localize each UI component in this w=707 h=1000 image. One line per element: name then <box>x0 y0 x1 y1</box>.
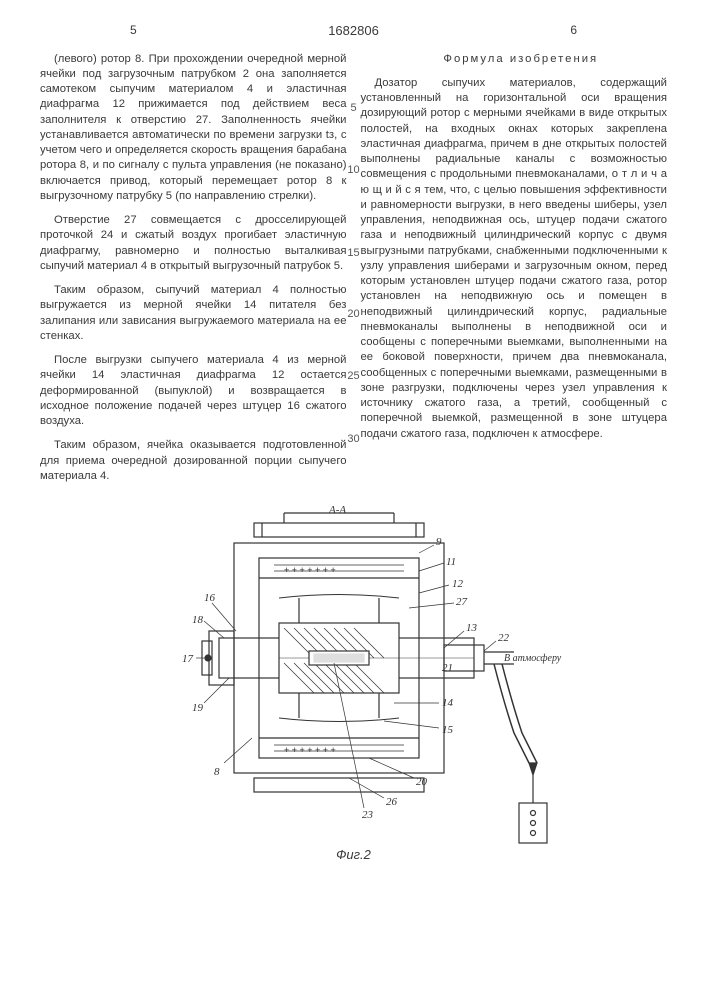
svg-text:11: 11 <box>446 556 456 568</box>
paragraph: (левого) ротор 8. При прохождении очеред… <box>40 52 347 205</box>
svg-text:18: 18 <box>192 614 204 626</box>
svg-text:26: 26 <box>386 796 398 808</box>
svg-text:14: 14 <box>442 697 454 709</box>
svg-text:19: 19 <box>192 702 204 714</box>
section-label: A-A <box>328 504 346 516</box>
line-number: 20 <box>347 307 359 322</box>
figure-caption: Фиг.2 <box>336 846 371 864</box>
line-number: 5 <box>350 101 356 116</box>
paragraph: Таким образом, сыпучий материал 4 полнос… <box>40 283 347 344</box>
line-number: 25 <box>347 369 359 384</box>
svg-text:21: 21 <box>442 662 453 674</box>
svg-text:9: 9 <box>436 536 442 548</box>
page-num-left: 5 <box>130 22 137 38</box>
svg-text:+ + + + + + +: + + + + + + + <box>284 565 336 575</box>
line-number: 30 <box>347 432 359 447</box>
svg-text:27: 27 <box>456 596 468 608</box>
figure-area: + + + + + + + + + + + + + + <box>40 503 667 863</box>
svg-text:В атмосферу: В атмосферу <box>504 653 562 664</box>
svg-text:15: 15 <box>442 724 454 736</box>
technical-drawing: + + + + + + + + + + + + + + <box>134 503 574 863</box>
paragraph: Таким образом, ячейка оказывается подгот… <box>40 438 347 484</box>
svg-text:8: 8 <box>214 766 220 778</box>
svg-text:22: 22 <box>498 632 510 644</box>
svg-text:13: 13 <box>466 622 478 634</box>
paragraph: Отверстие 27 совмещается с дросселирующе… <box>40 213 347 274</box>
left-column: (левого) ротор 8. При прохождении очеред… <box>40 52 347 494</box>
paragraph: Дозатор сыпучих материалов, содержащий у… <box>361 76 668 442</box>
svg-text:20: 20 <box>416 776 428 788</box>
svg-text:23: 23 <box>362 809 374 821</box>
paragraph: После выгрузки сыпучего материала 4 из м… <box>40 353 347 429</box>
line-number: 15 <box>347 246 359 261</box>
svg-text:17: 17 <box>182 653 194 665</box>
text-columns: (левого) ротор 8. При прохождении очеред… <box>40 52 667 494</box>
svg-text:12: 12 <box>452 578 464 590</box>
line-number: 10 <box>347 163 359 178</box>
right-column: Формула изобретения Дозатор сыпучих мате… <box>361 52 668 494</box>
svg-text:16: 16 <box>204 592 216 604</box>
formula-title: Формула изобретения <box>361 52 668 67</box>
page-header: 5 1682806 6 <box>40 22 667 40</box>
svg-text:+ + + + + + +: + + + + + + + <box>284 745 336 755</box>
page-num-right: 6 <box>570 22 577 38</box>
